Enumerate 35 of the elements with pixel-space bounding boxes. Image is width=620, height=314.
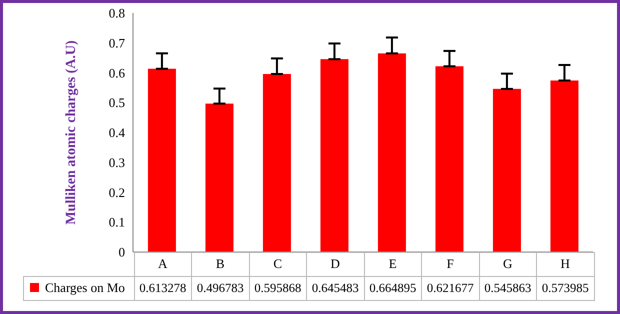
y-tick-label: 0.8	[108, 6, 125, 21]
bar	[320, 59, 348, 252]
data-label: 0.496783	[192, 276, 249, 300]
data-label: 0.645483	[306, 276, 364, 300]
bar	[378, 53, 406, 252]
data-label: 0.545863	[479, 276, 536, 300]
data-label: 0.595868	[249, 276, 306, 300]
y-tick-label: 0	[118, 244, 125, 260]
x-tick-label: B	[192, 252, 249, 276]
data-label: 0.621677	[422, 276, 479, 300]
data-label: 0.664895	[364, 276, 422, 300]
bar	[492, 88, 521, 252]
bar	[262, 74, 291, 252]
y-tick-label: 0.7	[108, 35, 126, 50]
y-tick-label: 0.3	[108, 154, 125, 170]
legend-label: Charges on Mo	[24, 276, 134, 300]
y-tick-label: 0.5	[108, 95, 125, 110]
x-tick-label: E	[364, 252, 422, 276]
y-tick-label: 0.4	[108, 125, 126, 140]
y-tick-label: 0.2	[108, 184, 125, 200]
bar	[550, 80, 578, 252]
x-tick-label: A	[134, 252, 192, 276]
y-tick-label: 0.1	[108, 214, 125, 230]
x-tick-label: C	[249, 252, 306, 276]
y-tick-label: 0.6	[108, 65, 126, 80]
bar	[435, 66, 464, 252]
x-tick-label: H	[536, 252, 594, 276]
data-label: 0.573985	[536, 276, 594, 300]
y-axis-title: Mulliken atomic charges (A.U)	[64, 40, 79, 225]
x-tick-label: D	[306, 252, 364, 276]
bar	[148, 68, 176, 252]
x-tick-label: G	[479, 252, 536, 276]
data-label: 0.613278	[134, 276, 192, 300]
x-tick-label: F	[422, 252, 479, 276]
bar	[205, 104, 234, 252]
